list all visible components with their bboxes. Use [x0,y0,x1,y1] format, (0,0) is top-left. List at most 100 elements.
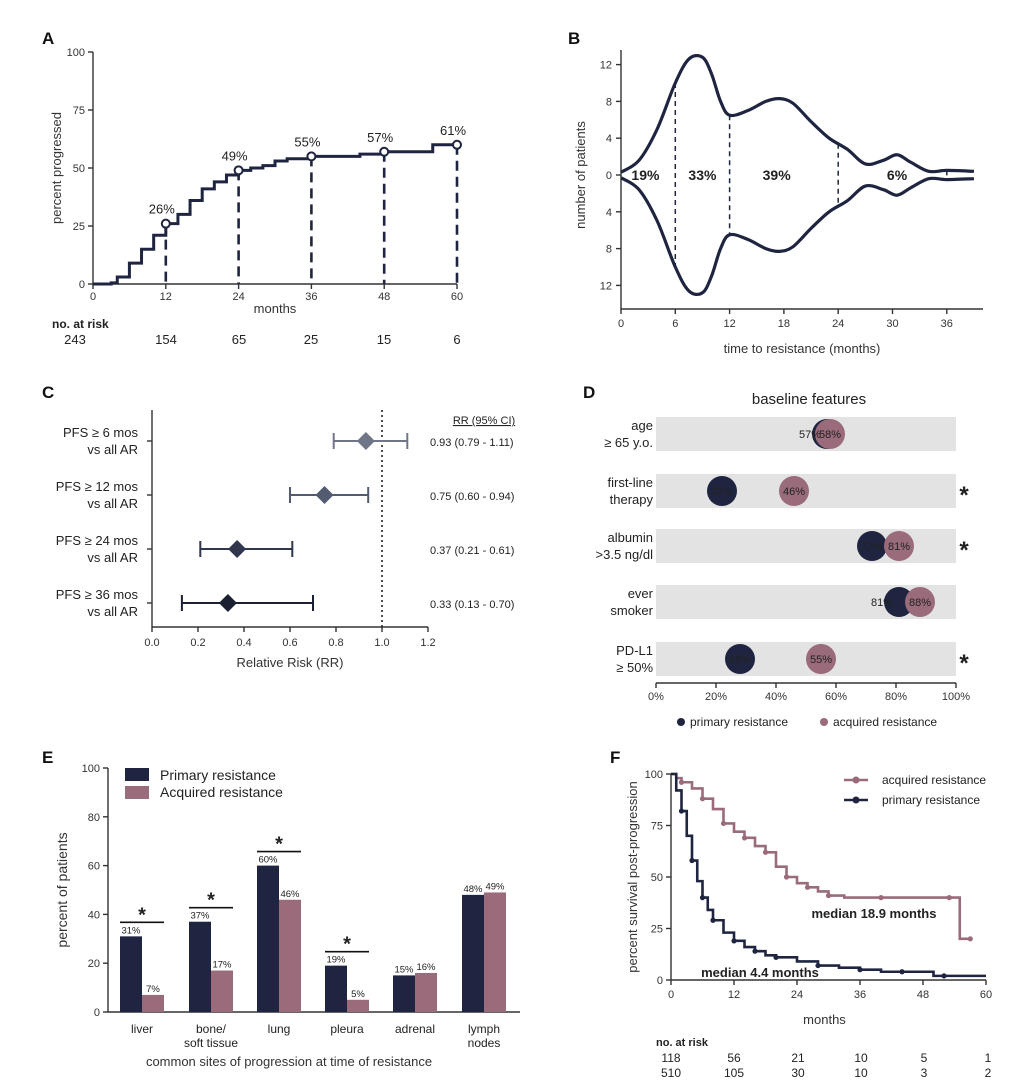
panel-f-risk-primary: 2 [985,1066,992,1080]
panel-a-xtick-label: 60 [451,291,463,303]
panel-f-ylabel: percent survival post-progression [625,781,640,972]
panel-e-ytick-label: 60 [88,861,100,873]
panel-e-significance-star: * [207,890,215,912]
panel-d-row-label: albumin [607,530,653,545]
panel-b-xtick-label: 18 [778,318,790,330]
panel-f-censor-mark [678,808,685,814]
panel-d-row-label: age [631,418,653,433]
panel-c-axes [151,410,428,628]
panel-f-risk-acquired: 21 [791,1051,805,1065]
panel-c-row-label: PFS ≥ 24 mos [56,533,139,548]
panel-f-censor-mark [825,892,832,899]
panel-e-xlabel: common sites of progression at time of r… [146,1054,432,1069]
panel-e-value-acquired: 49% [485,881,505,892]
panel-c-row-sublabel: vs all AR [87,442,138,457]
panel-a-xtick-label: 0 [90,291,96,303]
panel-f-xtick-label: 0 [668,989,674,1001]
panel-f-risk-primary: 30 [791,1066,805,1080]
panel-d-xtick-label: 60% [825,691,847,703]
panel-f-censor-mark [946,895,952,901]
panel-f-xtick-label: 60 [980,989,992,1001]
panel-b-ylabel: number of patients [573,121,588,229]
panel-d-acquired-dot [779,476,809,506]
panel-a-xlabel: months [254,301,297,316]
panel-d: D baseline features age ≥ 65 y.o. 57%58% fir… [583,383,970,729]
panel-e-legend-acquired-swatch [125,786,149,799]
panel-d-acquired-label: 88% [909,597,931,609]
panel-b-xtick-label: 0 [618,318,624,330]
panel-b-xtick-label: 36 [941,318,953,330]
panel-b-xtick-label: 12 [723,318,735,330]
panel-f-risk-primary: 10 [854,1066,868,1080]
panel-d-acquired-label: 58% [819,429,841,441]
panel-d-primary-dot [857,531,887,561]
panel-e-bar-primary [257,865,279,1012]
panel-f-label: F [610,748,620,767]
panel-c-ci-text: 0.75 (0.60 - 0.94) [430,491,514,503]
panel-e-bar-primary [325,965,347,1012]
panel-d-primary-label: 28% [729,654,751,666]
panel-d-acquired-dot [884,531,914,561]
panel-b-segment-label: 33% [688,167,717,183]
panel-e-bar-acquired [347,999,369,1012]
panel-a-percent-label: 61% [440,123,466,138]
panel-f-risk-title: no. at risk [656,1037,709,1049]
panel-d-primary-dot [725,644,755,674]
panel-c-xtick-label: 0.0 [144,637,159,649]
panel-a-xtick-label: 48 [378,291,390,303]
panel-f-censor-mark [857,967,863,973]
panel-c-xtick-label: 1.2 [420,637,435,649]
panel-e-value-primary: 19% [326,955,346,966]
panel-b-segment-label: 19% [631,167,660,183]
panel-e-ytick-label: 0 [94,1007,100,1019]
panel-e-ytick-label: 40 [88,909,100,921]
panel-e-value-primary: 37% [190,911,210,922]
panel-d-legend-acquired-dot [820,718,828,726]
panel-f-censor-mark [699,895,706,901]
panel-f-legend-marker [852,776,860,784]
panel-c-xtick-label: 0.4 [236,637,251,649]
panel-f-censor-mark [899,969,905,975]
panel-d-significance-star: * [959,650,969,677]
panel-a-risk-title: no. at risk [52,317,109,331]
panel-f-xtick-label: 48 [917,989,929,1001]
panel-a-percent-label: 49% [222,148,248,163]
panel-f-xtick-label: 36 [854,989,866,1001]
panel-c: C 0.0 0.2 0.4 0.6 0.8 1.0 1.2 Relative Risk (RR… [42,383,515,670]
panel-f-censor-mark [689,857,695,864]
panel-c-xlabel: Relative Risk (RR) [237,655,344,670]
panel-c-rr-diamond [228,540,247,558]
panel-b-segment-label: 6% [887,167,908,183]
panel-f-xtick-label: 24 [791,989,803,1001]
panel-a-percent-label: 57% [367,130,393,145]
panel-c-ci-text: 0.33 (0.13 - 0.70) [430,599,514,611]
panel-e-value-acquired: 17% [212,960,232,971]
panel-b-ytick-label: 4 [606,133,612,145]
panel-b-lower-curve [620,176,975,296]
panel-c-label: C [42,383,54,402]
panel-a-marker [233,165,244,176]
panel-f-ytick-label: 25 [651,924,663,936]
panel-f-censor-mark [752,948,758,954]
panel-d-row-sublabel: therapy [610,492,654,507]
panel-e-value-acquired: 5% [351,989,365,1000]
panel-e-category-label: liver [131,1022,153,1036]
panel-b-ytick-label: 12 [600,60,612,72]
panel-e-bar-acquired [415,972,437,1012]
panel-a-xtick-label: 36 [305,291,317,303]
panel-a-ytick-label: 100 [67,47,85,59]
panel-d-acquired-label: 81% [888,541,910,553]
panel-d-xtick-label: 100% [942,691,970,703]
panel-b-ytick-label: 4 [606,207,612,219]
panel-b: B 12 8 4 0 4 8 12 0 6 12 18 24 30 36 time to resistanc… [568,29,983,356]
panel-a-percent-label: 26% [149,202,175,217]
panel-e-significance-star: * [138,904,146,926]
panel-e-value-acquired: 46% [280,889,300,900]
panel-e-bar-acquired [142,994,164,1012]
panel-f-censor-mark [773,954,779,960]
panel-e-bar-acquired [211,970,233,1012]
panel-d-row-sublabel: smoker [610,603,653,618]
panel-f-censor-mark [710,917,716,923]
panel-f-censor-mark [941,973,947,979]
